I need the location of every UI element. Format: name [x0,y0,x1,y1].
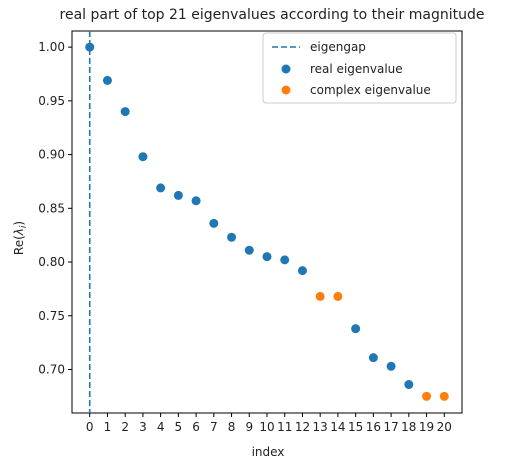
x-tick-label: 3 [139,420,147,434]
plot-area: 0 1 2 3 4 5 6 7 8 9 10 11 12 13 14 15 16 17 18 19 20 0.700.7… [38,30,463,434]
real-eigenvalue-point [227,232,237,242]
x-tick-label: 13 [313,420,328,434]
x-tick-label: 7 [210,420,218,434]
real-eigenvalue-point [404,380,414,390]
y-tick-label: 1.00 [38,40,65,54]
real-eigenvalue-point [138,152,148,162]
real-eigenvalue-point [368,353,378,363]
real-eigenvalue-point [85,42,95,52]
y-axis-ticks: 0.70 0.75 0.80 0.85 0.90 0.95 1.00 [38,40,72,376]
x-tick-label: 14 [330,420,345,434]
x-tick-label: 4 [157,420,165,434]
legend-complex-eigenvalue-label: complex eigenvalue [310,83,431,97]
real-eigenvalue-point [386,361,396,371]
real-eigenvalue-point [244,245,254,255]
real-eigenvalue-point [173,190,183,200]
y-axis-label-suffix: ) [12,221,26,226]
x-tick-label: 0 [86,420,94,434]
y-tick-label: 0.75 [38,309,65,323]
chart-title: real part of top 21 eigenvalues accordin… [60,7,485,23]
legend-complex-eigenvalue-marker [281,85,291,95]
complex-eigenvalue-point [333,291,343,301]
real-eigenvalue-point [262,252,272,262]
x-tick-label: 11 [277,420,292,434]
real-eigenvalue-point [297,266,307,276]
x-tick-label: 15 [348,420,363,434]
x-tick-label: 9 [245,420,253,434]
x-axis-ticks: 0 1 2 3 4 5 6 7 8 9 10 11 12 13 14 15 16 17 18 19 20 [86,413,452,434]
real-eigenvalue-point [209,218,219,228]
y-tick-label: 0.70 [38,362,65,376]
x-tick-label: 1 [104,420,112,434]
real-eigenvalue-point [120,107,130,117]
y-axis-label-symbol: λ [12,228,26,236]
x-tick-label: 10 [259,420,274,434]
real-eigenvalue-point [280,255,290,265]
y-tick-label: 0.85 [38,201,65,215]
complex-eigenvalue-point [315,291,325,301]
real-eigenvalue-point [156,183,166,193]
real-eigenvalue-point [191,196,201,206]
complex-eigenvalue-point [422,391,432,401]
x-tick-label: 2 [121,420,129,434]
y-axis-label: Re(λi) [12,221,29,255]
y-tick-label: 0.80 [38,255,65,269]
legend-real-eigenvalue-label: real eigenvalue [310,62,403,76]
y-tick-label: 0.95 [38,94,65,108]
real-eigenvalue-point [351,324,361,334]
x-tick-label: 19 [419,420,434,434]
legend-box [262,32,457,104]
x-tick-label: 5 [175,420,183,434]
x-tick-label: 12 [295,420,310,434]
data-points [85,42,449,401]
x-tick-label: 16 [366,420,381,434]
complex-eigenvalue-point [439,391,449,401]
x-tick-label: 18 [401,420,416,434]
x-axis-label: index [252,445,285,459]
x-tick-label: 20 [437,420,452,434]
y-tick-label: 0.90 [38,148,65,162]
legend-real-eigenvalue-marker [281,64,291,74]
x-tick-label: 17 [383,420,398,434]
y-axis-label-subscript: i [19,225,29,228]
real-eigenvalue-point [102,75,112,85]
x-tick-label: 6 [192,420,200,434]
y-axis-label-prefix: Re( [12,235,26,255]
x-tick-label: 8 [228,420,236,434]
legend-eigengap-label: eigengap [310,40,366,54]
legend: eigengap real eigenvalue complex eigenva… [262,32,457,104]
